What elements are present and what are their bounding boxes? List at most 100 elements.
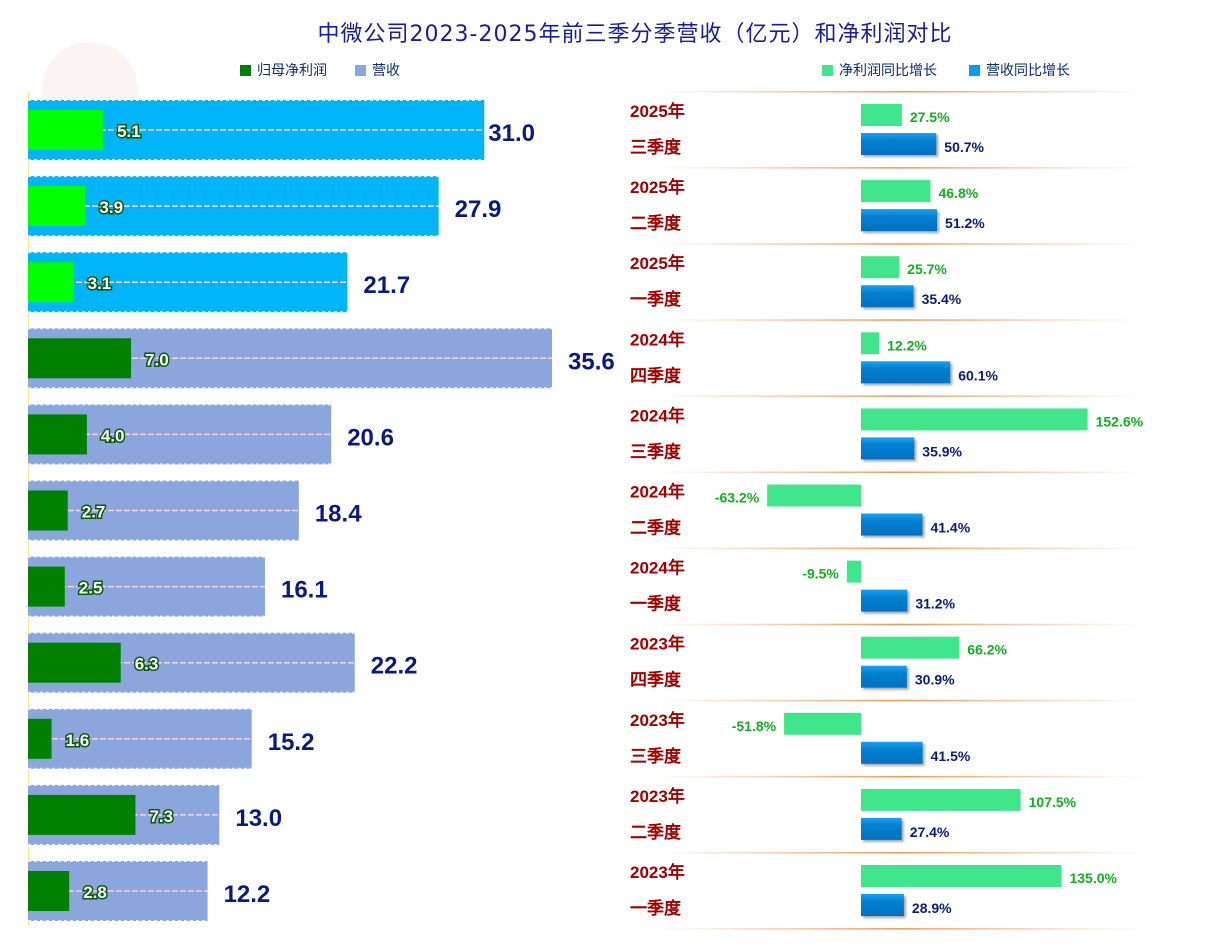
row-separator: [650, 319, 1150, 321]
year-label: 2024年: [630, 558, 685, 578]
rev-growth-label: 50.7%: [944, 139, 984, 155]
net-profit-bar: [28, 642, 121, 683]
year-label: 2025年: [630, 253, 685, 273]
net-profit-label: 3.9: [99, 198, 123, 217]
rev-growth-bar: [861, 209, 938, 232]
net-profit-bar: [28, 110, 104, 150]
revenue-label: 22.2: [371, 653, 418, 680]
net-profit-bar: [28, 566, 65, 607]
legend-swatch-np-growth: [822, 64, 833, 76]
year-label: 2023年: [630, 634, 685, 654]
row-separator: [650, 471, 1150, 473]
rev-growth-label: 35.4%: [922, 291, 962, 307]
revenue-label: 12.2: [224, 881, 271, 908]
net-profit-label: 2.5: [79, 579, 103, 598]
quarter-label: 二季度: [630, 518, 682, 538]
np-growth-label: -9.5%: [802, 566, 839, 582]
rev-growth-label: 35.9%: [922, 443, 962, 459]
np-growth-label: 46.8%: [938, 185, 978, 201]
legend-left: 归母净利润 营收: [240, 60, 400, 80]
np-growth-label: 12.2%: [887, 337, 927, 353]
net-profit-bar: [28, 338, 132, 379]
revenue-label: 21.7: [363, 272, 410, 299]
legend-label-net-profit: 归母净利润: [257, 63, 327, 79]
np-growth-bar: [861, 180, 931, 203]
legend-label-rev-growth: 营收同比增长: [986, 63, 1070, 79]
legend-swatch-revenue: [355, 64, 366, 76]
net-profit-bar: [28, 414, 87, 455]
net-profit-label: 2.7: [82, 503, 106, 522]
rev-growth-bar: [861, 665, 907, 688]
row-separator: [650, 928, 1150, 930]
np-growth-bar: [846, 560, 861, 583]
row-separator: [650, 167, 1150, 169]
rev-growth-bar: [861, 361, 951, 384]
quarter-label: 一季度: [630, 594, 682, 614]
net-profit-bar: [28, 794, 136, 835]
year-label: 2025年: [630, 177, 685, 197]
year-label: 2023年: [630, 786, 685, 806]
net-profit-bar: [28, 262, 74, 303]
np-growth-bar: [861, 104, 902, 126]
year-label: 2025年: [630, 101, 685, 121]
net-profit-label: 1.6: [66, 731, 90, 750]
quarter-label: 一季度: [630, 289, 682, 309]
rev-growth-label: 30.9%: [915, 672, 955, 688]
np-growth-label: 135.0%: [1069, 870, 1117, 886]
rev-growth-label: 41.4%: [930, 520, 970, 536]
row-separator: [650, 775, 1150, 778]
row-separator: [650, 395, 1150, 397]
rev-growth-label: 60.1%: [958, 367, 998, 383]
row-separator: [650, 623, 1150, 626]
np-growth-label: 107.5%: [1029, 794, 1077, 810]
legend-label-np-growth: 净利润同比增长: [839, 63, 937, 79]
rev-growth-bar: [861, 817, 902, 840]
legend-right: 净利润同比增长 营收同比增长: [822, 60, 1070, 80]
revenue-label: 35.6: [568, 348, 615, 375]
rev-growth-label: 27.4%: [910, 824, 950, 840]
np-growth-label: 25.7%: [907, 261, 947, 277]
legend-swatch-net-profit: [240, 64, 251, 76]
quarter-label: 一季度: [630, 898, 682, 918]
np-growth-bar: [861, 408, 1088, 431]
np-growth-bar: [767, 484, 861, 507]
chart-title: 中微公司2023-2025年前三季分季营收（亿元）和净利润对比: [317, 22, 953, 47]
revenue-label: 27.9: [455, 196, 502, 223]
revenue-label: 31.0: [488, 120, 535, 147]
rev-growth-bar: [861, 589, 908, 612]
quarter-label: 四季度: [630, 670, 682, 690]
revenue-label: 13.0: [235, 805, 282, 832]
row-separator: [650, 91, 1150, 93]
net-profit-label: 5.1: [117, 122, 141, 141]
net-profit-label: 6.3: [135, 655, 159, 674]
rev-growth-bar: [861, 894, 904, 916]
np-growth-bar: [861, 636, 960, 659]
np-growth-bar: [861, 788, 1021, 811]
net-profit-label: 7.3: [149, 807, 173, 826]
np-growth-label: 152.6%: [1096, 413, 1144, 429]
legend-label-revenue: 营收: [372, 63, 400, 79]
year-label: 2024年: [630, 329, 685, 349]
net-profit-bar: [28, 871, 70, 911]
quarter-label: 三季度: [630, 441, 682, 461]
net-profit-label: 4.0: [101, 426, 125, 445]
row-separator: [650, 547, 1150, 550]
np-growth-bar: [861, 332, 880, 355]
rev-growth-bar: [861, 437, 915, 460]
np-growth-label: 66.2%: [967, 642, 1007, 658]
net-profit-bar: [28, 490, 68, 531]
revenue-label: 15.2: [268, 729, 315, 756]
np-growth-bar: [784, 712, 861, 735]
np-growth-label: 27.5%: [910, 109, 950, 125]
year-label: 2023年: [630, 862, 685, 882]
np-growth-label: -51.8%: [732, 718, 777, 734]
quarter-label: 三季度: [630, 746, 682, 766]
year-label: 2023年: [630, 710, 685, 730]
rev-growth-label: 51.2%: [945, 215, 985, 231]
np-growth-bar: [861, 865, 1062, 887]
row-separator: [650, 699, 1150, 702]
year-label: 2024年: [630, 405, 685, 425]
rev-growth-bar: [861, 285, 914, 308]
net-profit-bar: [28, 186, 86, 227]
